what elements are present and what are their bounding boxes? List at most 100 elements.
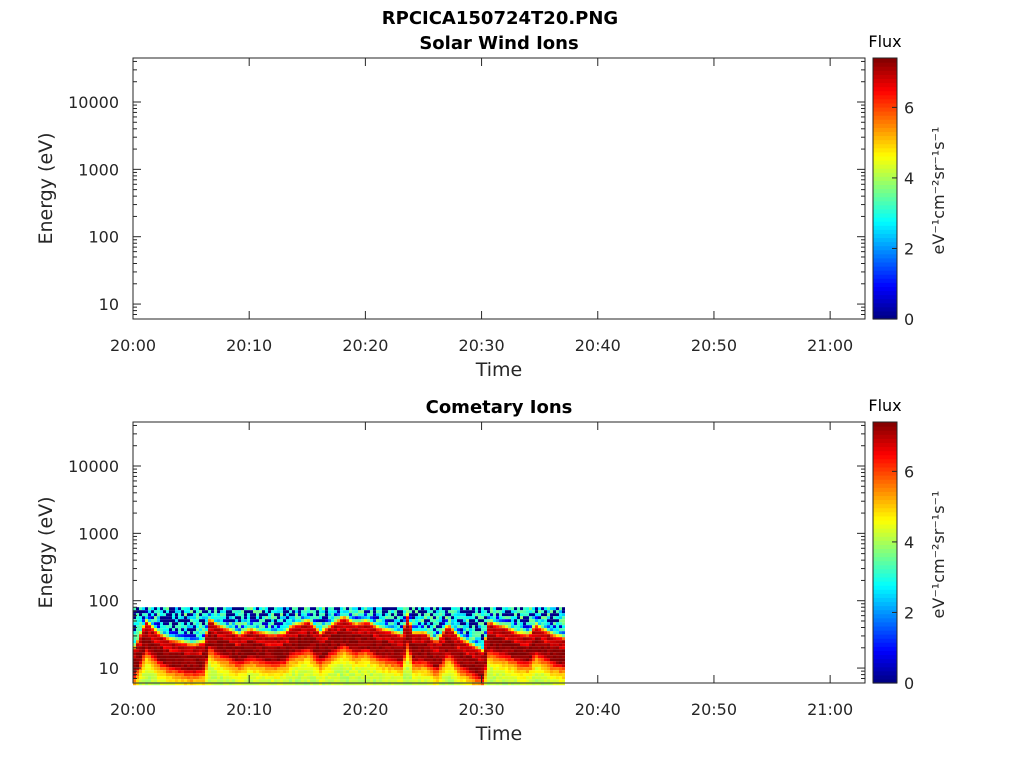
heatmap-cell	[415, 649, 418, 653]
heatmap-cell	[469, 658, 472, 662]
heatmap-cell	[391, 679, 394, 683]
heatmap-cell	[409, 652, 412, 656]
heatmap-cell	[484, 673, 487, 677]
heatmap-cell	[388, 640, 391, 644]
heatmap-cell	[427, 628, 430, 632]
heatmap-cell	[367, 679, 370, 683]
heatmap-cell	[322, 640, 325, 644]
heatmap-cell	[283, 640, 286, 644]
heatmap-cell	[163, 667, 166, 671]
heatmap-cell	[238, 676, 241, 680]
heatmap-cell	[280, 652, 283, 656]
heatmap-cell	[559, 673, 562, 677]
heatmap-cell	[526, 607, 529, 611]
heatmap-cell	[232, 658, 235, 662]
heatmap-cell	[340, 655, 343, 659]
heatmap-cell	[409, 640, 412, 644]
heatmap-cell	[259, 652, 262, 656]
heatmap-cell	[145, 679, 148, 683]
heatmap-cell	[358, 673, 361, 677]
heatmap-cell	[346, 610, 349, 614]
heatmap-cell	[133, 670, 136, 674]
heatmap-cell	[328, 682, 331, 686]
colorbar-segment	[873, 503, 897, 509]
heatmap-cell	[226, 628, 229, 632]
heatmap-cell	[187, 634, 190, 638]
heatmap-cell	[454, 649, 457, 653]
heatmap-cell	[547, 640, 550, 644]
heatmap-cell	[286, 658, 289, 662]
heatmap-cell	[217, 622, 220, 626]
heatmap-cell	[448, 619, 451, 623]
heatmap-cell	[415, 619, 418, 623]
heatmap-cell	[373, 679, 376, 683]
heatmap-cell	[391, 661, 394, 665]
heatmap-cell	[499, 670, 502, 674]
heatmap-cell	[289, 616, 292, 620]
heatmap-cell	[295, 655, 298, 659]
heatmap-cell	[445, 649, 448, 653]
heatmap-cell	[484, 682, 487, 686]
heatmap-cell	[181, 610, 184, 614]
heatmap-cell	[373, 649, 376, 653]
heatmap-cell	[562, 658, 565, 662]
heatmap-cell	[334, 631, 337, 635]
heatmap-cell	[550, 643, 553, 647]
heatmap-cell	[190, 676, 193, 680]
heatmap-cell	[481, 664, 484, 668]
heatmap-cell	[484, 667, 487, 671]
heatmap-cell	[529, 616, 532, 620]
heatmap-cell	[154, 664, 157, 668]
heatmap-cell	[550, 634, 553, 638]
heatmap-cell	[454, 658, 457, 662]
colorbar-segment	[873, 188, 897, 194]
heatmap-cell	[181, 628, 184, 632]
heatmap-cell	[370, 649, 373, 653]
heatmap-cell	[451, 682, 454, 686]
heatmap-cell	[343, 655, 346, 659]
heatmap-cell	[247, 676, 250, 680]
heatmap-cell	[514, 658, 517, 662]
heatmap-cell	[355, 628, 358, 632]
heatmap-cell	[343, 643, 346, 647]
heatmap-cell	[193, 625, 196, 629]
heatmap-cell	[538, 670, 541, 674]
heatmap-cell	[280, 634, 283, 638]
heatmap-cell	[442, 670, 445, 674]
y-minor-ticks	[133, 424, 865, 684]
heatmap-cell	[307, 643, 310, 647]
heatmap-cell	[271, 664, 274, 668]
heatmap-cell	[220, 646, 223, 650]
heatmap-cell	[241, 643, 244, 647]
heatmap-cell	[256, 649, 259, 653]
heatmap-cell	[292, 652, 295, 656]
heatmap-cell	[283, 610, 286, 614]
heatmap-cell	[514, 667, 517, 671]
heatmap-cell	[172, 640, 175, 644]
heatmap-cell	[340, 673, 343, 677]
heatmap-cell	[523, 676, 526, 680]
heatmap-cell	[487, 670, 490, 674]
heatmap-cell	[544, 607, 547, 611]
heatmap-cell	[532, 670, 535, 674]
heatmap-cell	[490, 664, 493, 668]
heatmap-cell	[145, 649, 148, 653]
heatmap-cell	[250, 628, 253, 632]
heatmap-cell	[523, 682, 526, 686]
heatmap-cell	[211, 625, 214, 629]
heatmap-cell	[328, 679, 331, 683]
heatmap-cell	[205, 613, 208, 617]
heatmap-cell	[217, 613, 220, 617]
heatmap-cell	[157, 649, 160, 653]
heatmap-cell	[349, 682, 352, 686]
heatmap-cell	[412, 643, 415, 647]
heatmap-cell	[328, 658, 331, 662]
heatmap-cell	[439, 673, 442, 677]
heatmap-cell	[373, 631, 376, 635]
heatmap-cell	[328, 610, 331, 614]
heatmap-cell	[553, 676, 556, 680]
heatmap-cell	[142, 628, 145, 632]
heatmap-cell	[409, 673, 412, 677]
heatmap-cell	[439, 625, 442, 629]
heatmap-cell	[157, 661, 160, 665]
